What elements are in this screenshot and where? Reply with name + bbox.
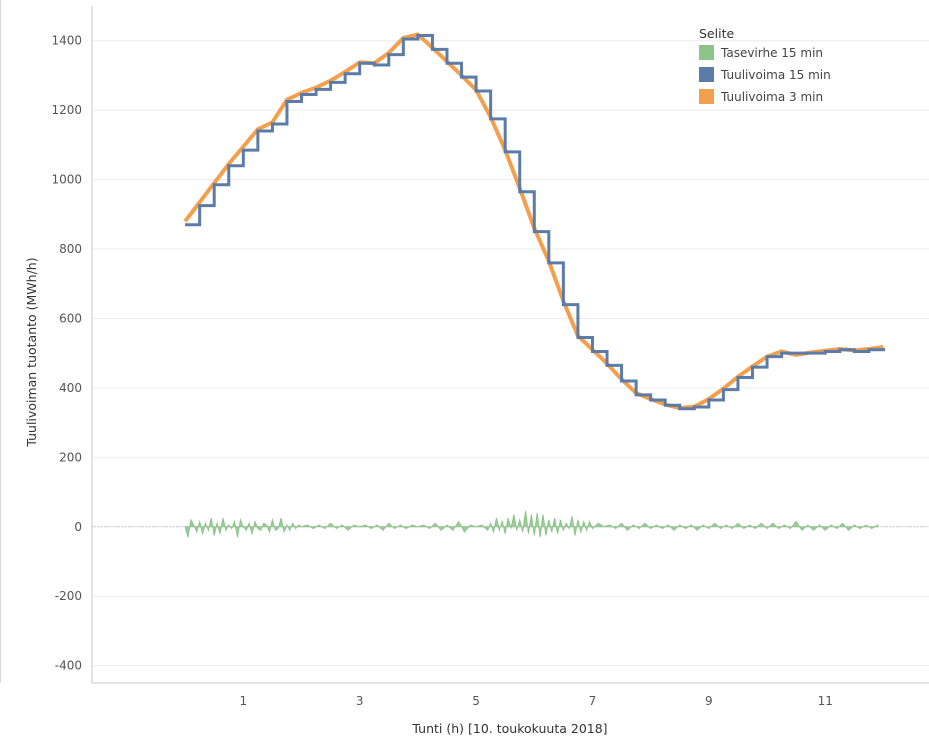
y-tick-label: 800 <box>59 242 82 256</box>
y-tick-label: 1200 <box>51 103 82 117</box>
line-tuulivoima-15min <box>185 34 885 411</box>
y-tick-label: -400 <box>55 659 82 673</box>
legend-label: Tasevirhe 15 min <box>720 46 823 60</box>
legend-title: Selite <box>699 26 734 41</box>
y-tick-label: 600 <box>59 311 82 325</box>
legend-label: Tuulivoima 3 min <box>720 90 823 104</box>
axes <box>0 0 929 684</box>
x-tick-label: 7 <box>589 694 597 708</box>
y-tick-label: 400 <box>59 381 82 395</box>
y-tick-label: 1000 <box>51 173 82 187</box>
x-tick-labels: 1 3 5 7 9 11 <box>239 694 832 708</box>
y-tick-label: -200 <box>55 589 82 603</box>
x-tick-label: 1 <box>239 694 247 708</box>
legend-label: Tuulivoima 15 min <box>720 68 831 82</box>
series-tasevirhe-15min <box>184 511 879 538</box>
legend-swatch <box>699 89 714 104</box>
y-axis-title: Tuulivoiman tuotanto (MWh/h) <box>24 257 39 447</box>
series-tuulivoima-15min <box>185 34 885 411</box>
plot-background <box>92 6 929 683</box>
y-tick-label: 200 <box>59 450 82 464</box>
legend-swatch <box>699 45 714 60</box>
legend: Selite Tasevirhe 15 min Tuulivoima 15 min… <box>699 26 831 104</box>
y-tick-labels: -400 -200 0 200 400 600 800 1000 1200 1400 <box>51 34 82 673</box>
area-tasevirhe <box>184 511 879 538</box>
y-tick-label: 0 <box>74 520 82 534</box>
y-tick-label: 1400 <box>51 34 82 48</box>
x-tick-label: 5 <box>472 694 480 708</box>
x-tick-label: 11 <box>818 694 833 708</box>
x-axis-title: Tunti (h) [10. toukokuuta 2018] <box>411 721 607 736</box>
x-tick-label: 9 <box>705 694 713 708</box>
x-tick-label: 3 <box>356 694 364 708</box>
legend-swatch <box>699 67 714 82</box>
